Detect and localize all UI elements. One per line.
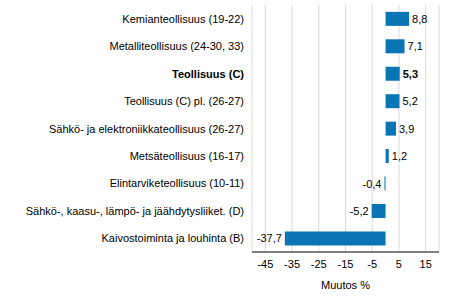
svg-text:-0,4: -0,4 bbox=[363, 178, 382, 190]
svg-text:-37,7: -37,7 bbox=[257, 232, 282, 244]
svg-text:5,3: 5,3 bbox=[403, 68, 418, 80]
svg-text:5: 5 bbox=[396, 258, 402, 270]
svg-text:-5: -5 bbox=[367, 258, 377, 270]
svg-text:3,9: 3,9 bbox=[399, 123, 414, 135]
svg-text:5,2: 5,2 bbox=[402, 95, 417, 107]
svg-text:-35: -35 bbox=[284, 258, 300, 270]
svg-text:-25: -25 bbox=[311, 258, 327, 270]
svg-text:Kemianteollisuus (19-22): Kemianteollisuus (19-22) bbox=[122, 13, 244, 25]
svg-text:-15: -15 bbox=[338, 258, 354, 270]
svg-text:1,2: 1,2 bbox=[392, 150, 407, 162]
svg-text:Kaivostoiminta ja louhinta (B: Kaivostoiminta ja louhinta (B) bbox=[102, 232, 244, 244]
svg-text:Sähkö-, kaasu-, lämpö- ja jääh: Sähkö-, kaasu-, lämpö- ja jäähdytysliike… bbox=[26, 205, 244, 217]
svg-text:Elintarviketeollisuus (10-11): Elintarviketeollisuus (10-11) bbox=[110, 177, 244, 189]
svg-text:7,1: 7,1 bbox=[408, 40, 423, 52]
svg-text:Sähkö- ja elektroniikkateollis: Sähkö- ja elektroniikkateollisuus (26-27… bbox=[49, 123, 244, 135]
svg-text:Muutos %: Muutos % bbox=[321, 279, 370, 291]
svg-text:Metalliteollisuus (24-30, 33): Metalliteollisuus (24-30, 33) bbox=[109, 40, 244, 52]
svg-text:Teollisuus (C) pl. (26-27): Teollisuus (C) pl. (26-27) bbox=[124, 95, 244, 107]
svg-text:8,8: 8,8 bbox=[412, 13, 427, 25]
svg-text:Teollisuus (C): Teollisuus (C) bbox=[172, 68, 244, 80]
svg-text:Metsäteollisuus (16-17): Metsäteollisuus (16-17) bbox=[130, 150, 244, 162]
svg-text:15: 15 bbox=[420, 258, 432, 270]
svg-text:-45: -45 bbox=[257, 258, 273, 270]
svg-text:-5,2: -5,2 bbox=[350, 205, 369, 217]
